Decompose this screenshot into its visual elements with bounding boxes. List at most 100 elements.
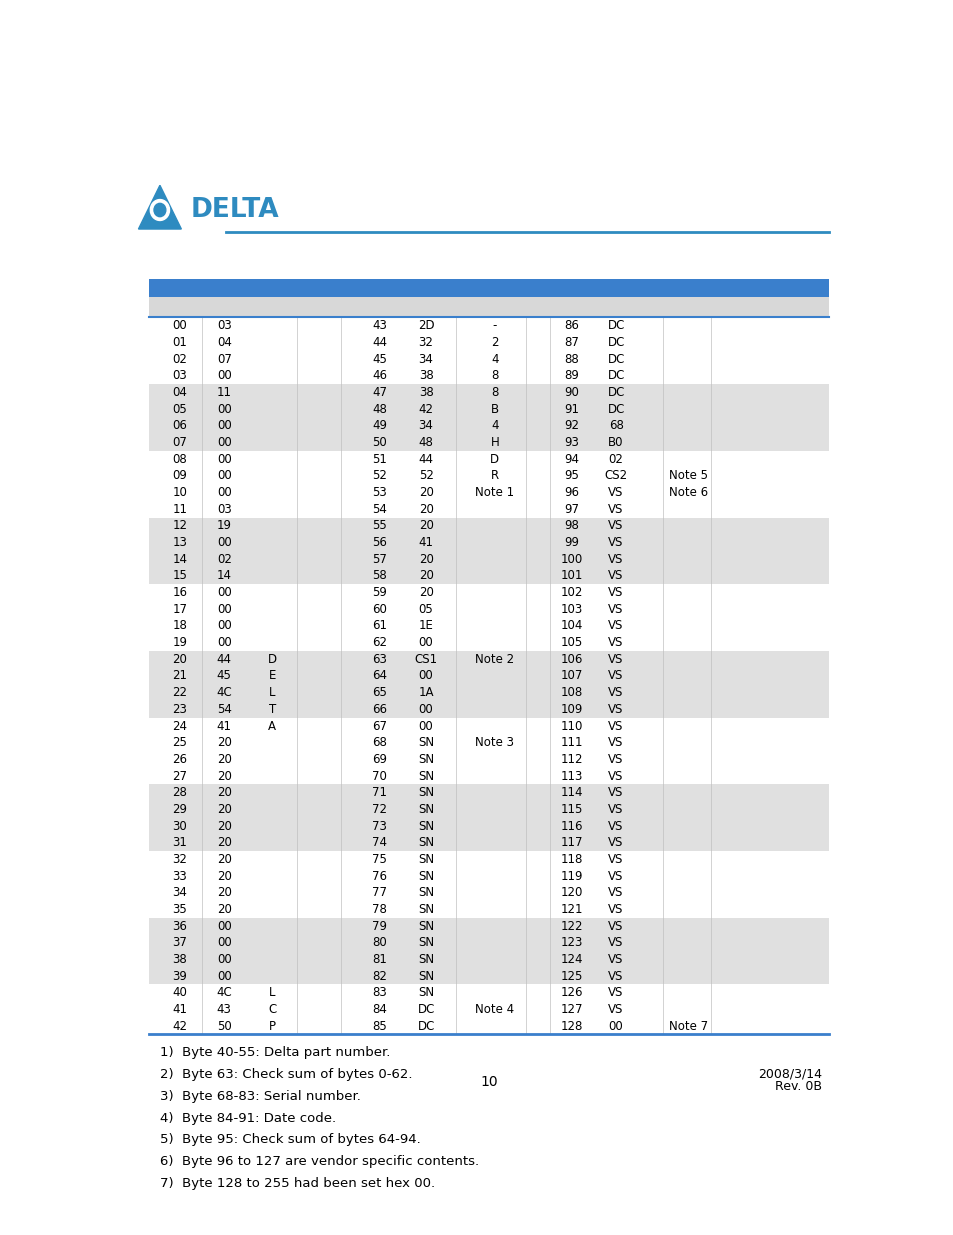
Text: 34: 34 (418, 353, 433, 366)
Bar (149, 651, 828, 668)
Text: 00: 00 (418, 720, 433, 732)
Text: 01: 01 (172, 336, 187, 350)
Text: VS: VS (608, 969, 623, 983)
Text: 02: 02 (216, 553, 232, 566)
Text: 22: 22 (172, 687, 187, 699)
Text: 93: 93 (564, 436, 578, 450)
Text: 20: 20 (216, 769, 232, 783)
Bar (149, 568, 828, 584)
Text: VS: VS (608, 987, 623, 999)
Text: 96: 96 (563, 487, 578, 499)
Text: VS: VS (608, 1003, 623, 1016)
Text: 10: 10 (172, 487, 187, 499)
Text: SN: SN (417, 836, 434, 850)
Text: 69: 69 (372, 753, 387, 766)
Text: 00: 00 (216, 436, 232, 450)
Text: 20: 20 (216, 836, 232, 850)
Text: 61: 61 (372, 620, 387, 632)
Text: 108: 108 (560, 687, 582, 699)
Text: 00: 00 (216, 969, 232, 983)
Text: 48: 48 (418, 436, 433, 450)
Text: VS: VS (608, 803, 623, 816)
Text: 00: 00 (216, 587, 232, 599)
Text: 20: 20 (418, 503, 433, 516)
Text: SN: SN (417, 920, 434, 932)
Text: 119: 119 (560, 869, 582, 883)
Bar (149, 351, 828, 368)
Text: 78: 78 (372, 903, 387, 916)
Text: 53: 53 (372, 487, 387, 499)
Text: 126: 126 (560, 987, 582, 999)
Text: SN: SN (417, 969, 434, 983)
Text: 112: 112 (560, 753, 582, 766)
Text: 00: 00 (216, 403, 232, 416)
Text: -: - (492, 320, 497, 332)
Text: 00: 00 (216, 369, 232, 383)
Text: 116: 116 (560, 820, 582, 832)
Text: DC: DC (607, 403, 624, 416)
Text: 4: 4 (491, 353, 498, 366)
Text: 113: 113 (560, 769, 582, 783)
Text: 19: 19 (216, 520, 232, 532)
Bar (149, 368, 828, 384)
Text: 20: 20 (216, 753, 232, 766)
Text: VS: VS (608, 869, 623, 883)
Text: 20: 20 (216, 803, 232, 816)
Text: 25: 25 (172, 736, 187, 750)
Text: 85: 85 (372, 1020, 387, 1032)
Text: 75: 75 (372, 853, 387, 866)
Text: 48: 48 (372, 403, 387, 416)
Text: 114: 114 (560, 787, 582, 799)
Bar (149, 1018, 828, 1035)
Bar (149, 435, 828, 451)
Ellipse shape (153, 204, 166, 216)
Bar (149, 317, 828, 335)
Bar (149, 918, 828, 935)
Text: 2D: 2D (417, 320, 434, 332)
Text: 68: 68 (372, 736, 387, 750)
Text: 54: 54 (372, 503, 387, 516)
Text: 41: 41 (172, 1003, 187, 1016)
Text: VS: VS (608, 903, 623, 916)
Bar (149, 1002, 828, 1018)
Text: 70: 70 (372, 769, 387, 783)
Text: 4: 4 (491, 420, 498, 432)
Bar (149, 802, 828, 818)
Text: 8: 8 (491, 387, 498, 399)
Text: 1E: 1E (418, 620, 433, 632)
Text: D: D (268, 653, 276, 666)
Text: 95: 95 (564, 469, 578, 483)
Text: 20: 20 (216, 853, 232, 866)
Text: 00: 00 (216, 469, 232, 483)
Text: 104: 104 (560, 620, 582, 632)
Text: 83: 83 (372, 987, 387, 999)
Text: 92: 92 (563, 420, 578, 432)
Text: 103: 103 (560, 603, 582, 616)
Text: 121: 121 (560, 903, 582, 916)
Text: 1)  Byte 40-55: Delta part number.: 1) Byte 40-55: Delta part number. (160, 1046, 390, 1058)
Text: 08: 08 (172, 453, 187, 466)
Text: 74: 74 (372, 836, 387, 850)
Text: CS1: CS1 (415, 653, 437, 666)
Text: 58: 58 (372, 569, 387, 583)
Text: 8: 8 (491, 369, 498, 383)
Text: 60: 60 (372, 603, 387, 616)
Bar (149, 417, 828, 435)
Text: 110: 110 (560, 720, 582, 732)
Text: 59: 59 (372, 587, 387, 599)
Text: DC: DC (417, 1003, 435, 1016)
Text: 34: 34 (418, 420, 433, 432)
Text: 18: 18 (172, 620, 187, 632)
Text: 50: 50 (372, 436, 387, 450)
Text: VS: VS (608, 536, 623, 550)
Text: 47: 47 (372, 387, 387, 399)
Bar (149, 902, 828, 918)
Bar (149, 517, 828, 535)
Bar (149, 584, 828, 601)
Text: VS: VS (608, 687, 623, 699)
Text: H: H (490, 436, 498, 450)
Text: L: L (269, 687, 275, 699)
Text: DC: DC (607, 353, 624, 366)
Text: 00: 00 (172, 320, 187, 332)
Text: 127: 127 (560, 1003, 582, 1016)
